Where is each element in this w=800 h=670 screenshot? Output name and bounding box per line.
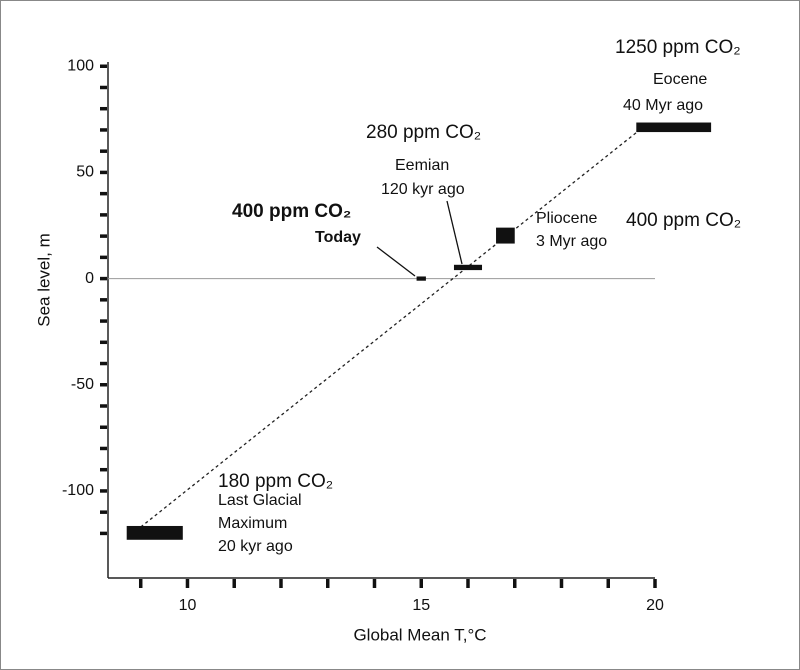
x-tick-label: 20 — [646, 597, 664, 614]
period-box — [636, 122, 712, 133]
period-box — [496, 227, 515, 244]
period-label: Last Glacial — [218, 492, 302, 509]
y-tick-label: -100 — [62, 482, 94, 499]
period-label: 120 kyr ago — [381, 181, 465, 198]
period-label: Pliocene — [536, 210, 597, 227]
x-axis-label: Global Mean T,°C — [353, 625, 486, 644]
leader-line — [376, 246, 416, 277]
period-label: Eocene — [653, 71, 707, 88]
period-label: Eemian — [395, 157, 449, 174]
period-label: Maximum — [218, 515, 287, 532]
leader-line — [446, 200, 463, 265]
y-axis-label: Sea level, m — [34, 233, 53, 327]
period-label: 20 kyr ago — [218, 538, 293, 555]
co2-label: 400 ppm CO₂ — [232, 201, 351, 222]
co2-label: 280 ppm CO₂ — [366, 122, 481, 143]
y-tick-label: 50 — [76, 164, 94, 181]
y-tick-label: 0 — [85, 270, 94, 287]
period-label: 3 Myr ago — [536, 233, 607, 250]
period-box — [416, 276, 426, 281]
co2-label: 400 ppm CO₂ — [626, 210, 741, 231]
period-box — [126, 525, 183, 540]
trend-line — [140, 128, 642, 528]
period-label: Today — [315, 229, 361, 246]
x-tick-label: 10 — [179, 597, 197, 614]
y-tick-label: 100 — [67, 57, 94, 74]
co2-label: 1250 ppm CO₂ — [615, 37, 741, 58]
co2-label: 180 ppm CO₂ — [218, 471, 333, 492]
y-tick-label: -50 — [71, 376, 94, 393]
period-label: 40 Myr ago — [623, 97, 703, 114]
x-tick-label: 15 — [412, 597, 430, 614]
period-box — [453, 264, 483, 271]
